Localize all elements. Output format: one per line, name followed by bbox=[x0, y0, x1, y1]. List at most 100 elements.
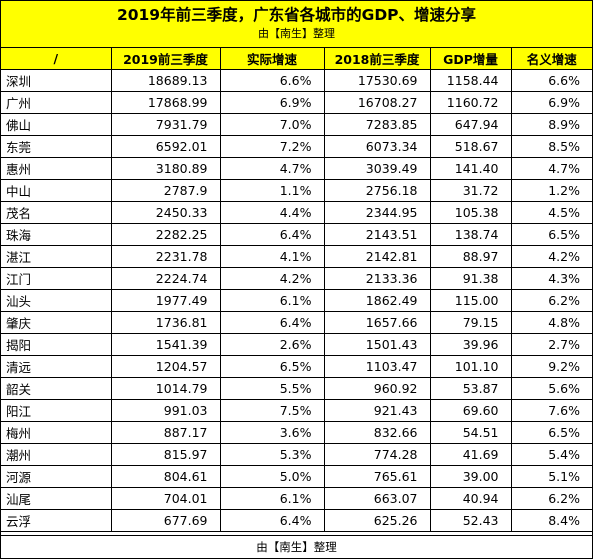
table-cell: 6073.34 bbox=[323, 135, 431, 158]
table-cell: 105.38 bbox=[429, 201, 512, 224]
table-cell: 4.2% bbox=[219, 267, 325, 290]
table-cell: 6.1% bbox=[219, 289, 325, 312]
city-name-cell: 潮州 bbox=[1, 443, 112, 466]
table-cell: 4.2% bbox=[510, 245, 592, 268]
table-cell: 7931.79 bbox=[110, 113, 221, 136]
table-cell: 138.74 bbox=[429, 223, 512, 246]
table-cell: 141.40 bbox=[429, 157, 512, 180]
table-cell: 1160.72 bbox=[429, 91, 512, 114]
city-name-cell: 汕尾 bbox=[1, 487, 112, 510]
table-cell: 2224.74 bbox=[110, 267, 221, 290]
page-subtitle: 由【南生】整理 bbox=[258, 27, 335, 40]
column-header: 2019前三季度 bbox=[110, 48, 221, 70]
table-cell: 2282.25 bbox=[110, 223, 221, 246]
table-cell: 8.4% bbox=[510, 509, 592, 532]
table-cell: 5.5% bbox=[219, 377, 325, 400]
city-name-cell: 深圳 bbox=[1, 69, 112, 92]
column-header: 名义增速 bbox=[510, 48, 592, 70]
table-cell: 1977.49 bbox=[110, 289, 221, 312]
table-cell: 39.96 bbox=[429, 333, 512, 356]
table-cell: 6.6% bbox=[510, 69, 592, 92]
city-name-cell: 韶关 bbox=[1, 377, 112, 400]
city-name-cell: 汕头 bbox=[1, 289, 112, 312]
table-cell: 2450.33 bbox=[110, 201, 221, 224]
table-cell: 6.5% bbox=[510, 223, 592, 246]
table-cell: 2344.95 bbox=[323, 201, 431, 224]
table-cell: 804.61 bbox=[110, 465, 221, 488]
table-cell: 4.7% bbox=[219, 157, 325, 180]
table-cell: 101.10 bbox=[429, 355, 512, 378]
table-cell: 2.6% bbox=[219, 333, 325, 356]
table-cell: 3039.49 bbox=[323, 157, 431, 180]
table-cell: 53.87 bbox=[429, 377, 512, 400]
table-cell: 40.94 bbox=[429, 487, 512, 510]
table-row: 深圳 18689.13 6.6% 17530.69 1158.44 6.6% bbox=[1, 69, 592, 92]
table-cell: 2231.78 bbox=[110, 245, 221, 268]
table-cell: 54.51 bbox=[429, 421, 512, 444]
table-row: 汕头 1977.49 6.1% 1862.49 115.00 6.2% bbox=[1, 289, 592, 312]
city-name-cell: 惠州 bbox=[1, 157, 112, 180]
city-name-cell: 梅州 bbox=[1, 421, 112, 444]
table-cell: 1014.79 bbox=[110, 377, 221, 400]
table-cell: 832.66 bbox=[323, 421, 431, 444]
table-cell: 1158.44 bbox=[429, 69, 512, 92]
table-cell: 7.0% bbox=[219, 113, 325, 136]
footer-credit: 由【南生】整理 bbox=[1, 535, 592, 558]
table-cell: 2133.36 bbox=[323, 267, 431, 290]
table-row: 梅州 887.17 3.6% 832.66 54.51 6.5% bbox=[1, 421, 592, 444]
table-cell: 1541.39 bbox=[110, 333, 221, 356]
title-block: 2019年前三季度，广东省各城市的GDP、增速分享 由【南生】整理 bbox=[1, 1, 592, 48]
table-cell: 6.4% bbox=[219, 311, 325, 334]
table-cell: 18689.13 bbox=[110, 69, 221, 92]
city-name-cell: 河源 bbox=[1, 465, 112, 488]
column-header: / bbox=[1, 48, 112, 70]
table-row: 肇庆 1736.81 6.4% 1657.66 79.15 4.8% bbox=[1, 311, 592, 334]
table-cell: 4.1% bbox=[219, 245, 325, 268]
table-cell: 625.26 bbox=[323, 509, 431, 532]
table-cell: 6.9% bbox=[510, 91, 592, 114]
table-cell: 6.4% bbox=[219, 223, 325, 246]
table-cell: 6.4% bbox=[219, 509, 325, 532]
city-name-cell: 珠海 bbox=[1, 223, 112, 246]
table-cell: 960.92 bbox=[323, 377, 431, 400]
table-cell: 2787.9 bbox=[110, 179, 221, 202]
table-cell: 765.61 bbox=[323, 465, 431, 488]
table-cell: 69.60 bbox=[429, 399, 512, 422]
table-row: 中山 2787.9 1.1% 2756.18 31.72 1.2% bbox=[1, 179, 592, 202]
table-cell: 887.17 bbox=[110, 421, 221, 444]
table-cell: 647.94 bbox=[429, 113, 512, 136]
table-cell: 991.03 bbox=[110, 399, 221, 422]
table-row: 茂名 2450.33 4.4% 2344.95 105.38 4.5% bbox=[1, 201, 592, 224]
table-cell: 774.28 bbox=[323, 443, 431, 466]
table-cell: 31.72 bbox=[429, 179, 512, 202]
table-cell: 7.5% bbox=[219, 399, 325, 422]
column-header: 实际增速 bbox=[219, 48, 325, 70]
table-cell: 6.9% bbox=[219, 91, 325, 114]
table-cell: 2143.51 bbox=[323, 223, 431, 246]
table-cell: 52.43 bbox=[429, 509, 512, 532]
table-cell: 6.5% bbox=[510, 421, 592, 444]
table-row: 清远 1204.57 6.5% 1103.47 101.10 9.2% bbox=[1, 355, 592, 378]
city-name-cell: 湛江 bbox=[1, 245, 112, 268]
table-cell: 4.7% bbox=[510, 157, 592, 180]
table-cell: 6.2% bbox=[510, 487, 592, 510]
table-row: 阳江 991.03 7.5% 921.43 69.60 7.6% bbox=[1, 399, 592, 422]
table-row: 东莞 6592.01 7.2% 6073.34 518.67 8.5% bbox=[1, 135, 592, 158]
table-row: 广州 17868.99 6.9% 16708.27 1160.72 6.9% bbox=[1, 91, 592, 114]
table-row: 河源 804.61 5.0% 765.61 39.00 5.1% bbox=[1, 465, 592, 488]
table-cell: 6.2% bbox=[510, 289, 592, 312]
table-cell: 16708.27 bbox=[323, 91, 431, 114]
gdp-table: /2019前三季度 实际增速 2018前三季度 GDP增量 名义增速 深圳 18689.13… bbox=[1, 48, 592, 532]
table-cell: 677.69 bbox=[110, 509, 221, 532]
table-cell: 4.5% bbox=[510, 201, 592, 224]
table-cell: 8.5% bbox=[510, 135, 592, 158]
table-cell: 5.0% bbox=[219, 465, 325, 488]
table-cell: 1.2% bbox=[510, 179, 592, 202]
table-row: 珠海 2282.25 6.4% 2143.51 138.74 6.5% bbox=[1, 223, 592, 246]
table-cell: 39.00 bbox=[429, 465, 512, 488]
city-name-cell: 茂名 bbox=[1, 201, 112, 224]
table-cell: 3180.89 bbox=[110, 157, 221, 180]
table-cell: 663.07 bbox=[323, 487, 431, 510]
table-cell: 5.4% bbox=[510, 443, 592, 466]
page-title: 2019年前三季度，广东省各城市的GDP、增速分享 bbox=[116, 6, 477, 24]
